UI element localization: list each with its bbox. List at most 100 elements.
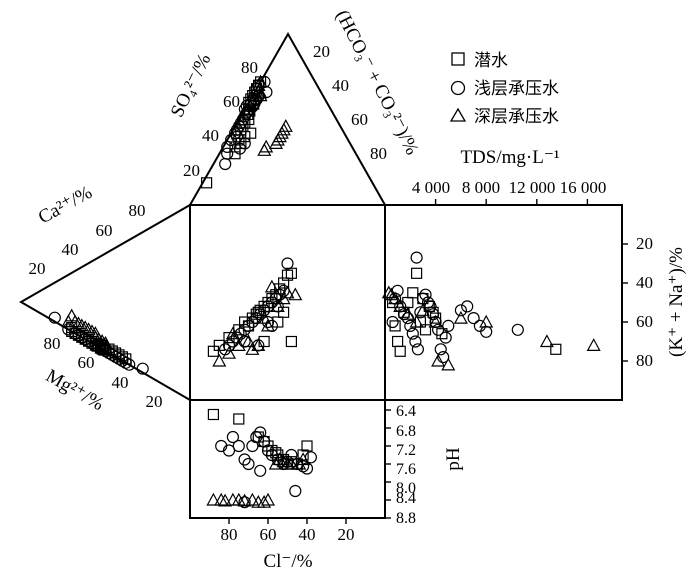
circle-data-point xyxy=(254,464,267,477)
so4-left-tick: 80 xyxy=(241,58,258,77)
legend-marker-circle xyxy=(450,80,466,96)
ph-y-tick: 7.2 xyxy=(396,442,416,459)
circle-data-point xyxy=(226,335,239,348)
circle-data-point xyxy=(404,319,417,332)
circle-data-point xyxy=(473,319,486,332)
triangle-data-point xyxy=(278,119,293,132)
circle-data-point xyxy=(232,439,245,453)
circle-data-point xyxy=(285,448,298,462)
triangle-data-point xyxy=(71,316,86,330)
square-data-point xyxy=(297,449,309,461)
kna-axis-label: (K⁺ + Na⁺)/% xyxy=(666,247,687,357)
triangle-data-point xyxy=(245,492,260,506)
square-data-point xyxy=(245,127,257,139)
circle-data-point xyxy=(222,339,236,352)
triangle-data-point xyxy=(91,332,106,345)
square-data-point xyxy=(411,267,423,279)
triangle-data-point xyxy=(409,314,424,328)
square-data-point xyxy=(250,308,262,320)
square-data-point xyxy=(392,335,404,348)
ph-y-tick: 8.4 xyxy=(396,490,416,507)
circle-data-point xyxy=(250,312,263,325)
ph-y-tick: 6.4 xyxy=(396,403,416,420)
data-points xyxy=(48,74,601,509)
triangle-data-point xyxy=(253,85,268,99)
cl-x-ticks: 80 60 40 20 xyxy=(221,525,355,544)
tds-x-tick: 16 000 xyxy=(560,178,607,197)
ph-y-ticks: 6.4 6.8 7.2 7.6 8.0 8.4 8.8 xyxy=(396,403,416,527)
triangle-data-point xyxy=(214,492,229,506)
triangle-data-point xyxy=(586,338,601,351)
triangle-data-point xyxy=(257,310,272,324)
tds-panel-frame xyxy=(384,204,623,401)
triangle-data-point xyxy=(78,320,93,334)
triangle-data-point xyxy=(88,330,103,343)
ca-top-tick: 40 xyxy=(62,240,79,259)
circle-data-point xyxy=(480,325,493,338)
circle-data-point xyxy=(221,140,234,153)
circle-data-point xyxy=(461,300,474,313)
triangle-data-point xyxy=(251,338,266,351)
triangle-data-point xyxy=(221,345,237,359)
circle-data-point xyxy=(289,484,302,498)
mg-bottom-tick: 40 xyxy=(112,373,129,392)
mg-bottom-tick: 60 xyxy=(78,353,95,372)
kna-y-ticks: 20 40 60 80 xyxy=(636,234,653,370)
tds-x-tick: 8 000 xyxy=(462,178,500,197)
center-square-frame xyxy=(189,204,386,401)
ph-panel-frame xyxy=(189,399,386,519)
circle-data-point xyxy=(238,323,251,336)
square-data-point xyxy=(223,332,235,344)
triangle-data-point xyxy=(400,306,415,320)
triangle-data-point xyxy=(453,310,468,324)
circle-data-point xyxy=(434,343,447,356)
triangle-data-point xyxy=(288,287,303,301)
square-data-point xyxy=(246,312,258,324)
cl-x-tick: 40 xyxy=(299,525,316,544)
square-data-point xyxy=(407,287,419,299)
square-data-point xyxy=(233,413,245,425)
triangle-data-point xyxy=(272,452,287,466)
kna-y-tick: 20 xyxy=(636,234,653,253)
circle-data-point xyxy=(234,116,247,130)
axis-ticks xyxy=(228,199,628,524)
triangle-data-point xyxy=(415,303,430,316)
mg-bottom-tick: 20 xyxy=(146,392,163,411)
so4-axis-label: SO₄²⁻/% xyxy=(167,50,216,120)
mg-bottom-ticks: 80 60 40 20 xyxy=(44,334,163,411)
circle-data-point xyxy=(432,323,445,336)
triangle-data-point xyxy=(98,339,113,353)
circle-data-point xyxy=(258,304,271,317)
circle-data-point xyxy=(221,147,234,160)
square-data-point xyxy=(252,306,264,318)
circle-data-point xyxy=(242,319,255,332)
circle-data-point xyxy=(261,444,275,457)
triangle-data-point xyxy=(479,314,494,328)
square-data-point xyxy=(266,293,278,305)
tds-x-ticks: 4 000 8 000 12 000 16 000 xyxy=(412,178,607,197)
triangle-data-point xyxy=(539,334,554,348)
triangle-data-point xyxy=(259,139,274,153)
so4-right-tick: 40 xyxy=(332,76,349,95)
square-data-point xyxy=(419,324,432,336)
triangle-data-point xyxy=(441,357,456,371)
tds-x-tick: 4 000 xyxy=(412,178,450,197)
circle-data-point xyxy=(442,319,455,332)
triangle-data-point xyxy=(74,318,89,332)
triangle-data-point xyxy=(270,299,285,312)
square-data-point xyxy=(278,306,290,318)
mg-axis-label: Mg²⁺/% xyxy=(42,365,107,415)
circle-data-point xyxy=(454,304,467,317)
legend-label: 潜水 xyxy=(474,51,508,71)
square-data-point xyxy=(389,320,401,332)
legend-label: 深层承压水 xyxy=(474,107,559,127)
circle-data-point xyxy=(219,157,232,171)
circle-data-point xyxy=(265,296,278,309)
so4-left-tick: 60 xyxy=(223,92,240,111)
so4-right-tick: 60 xyxy=(351,110,368,129)
ca-top-tick: 60 xyxy=(96,221,113,240)
circle-data-point xyxy=(106,348,119,361)
triangle-data-point xyxy=(276,454,291,468)
ca-axis-label: Ca²⁺/% xyxy=(35,182,96,229)
